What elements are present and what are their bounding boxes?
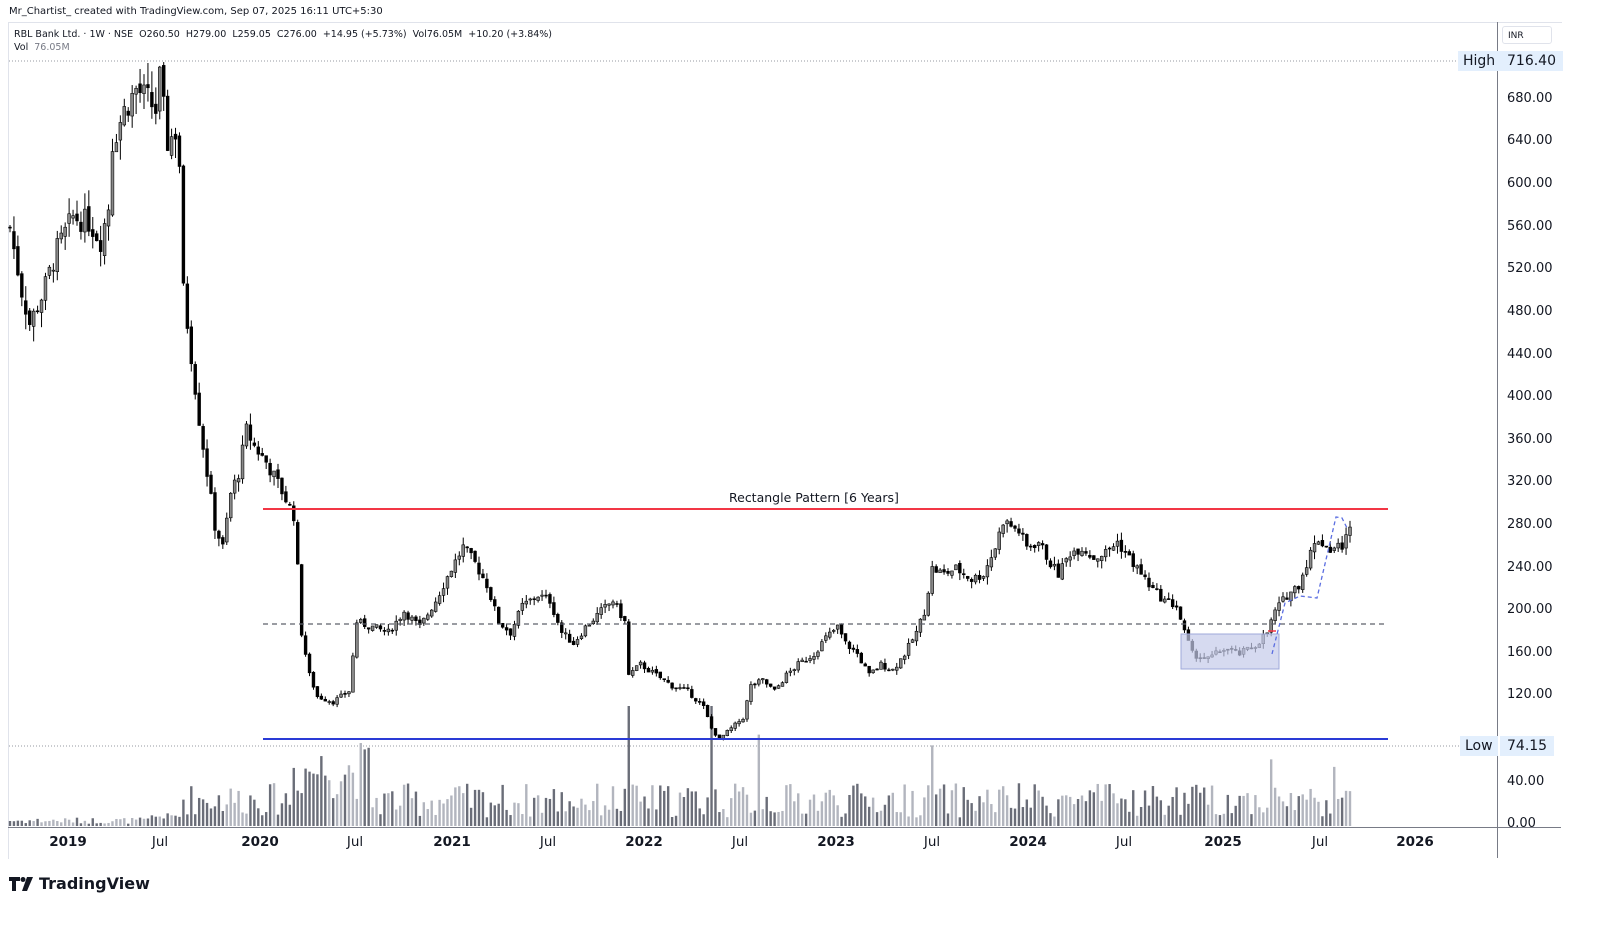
volume-bars xyxy=(8,706,1352,826)
tradingview-logo[interactable]: TradingView xyxy=(9,874,150,893)
currency-button[interactable]: INR xyxy=(1502,26,1552,44)
time-tick: Jul xyxy=(539,834,557,850)
time-tick: 2026 xyxy=(1396,834,1434,850)
price-tick: 560.00 xyxy=(1507,218,1553,234)
price-axis-border xyxy=(1497,22,1498,858)
legend-volume: Vol76.05M xyxy=(412,29,463,40)
price-tick: 0.00 xyxy=(1507,816,1536,831)
time-tick: 2021 xyxy=(433,834,471,850)
time-tick: 2024 xyxy=(1009,834,1047,850)
symbol-legend: RBL Bank Ltd. · 1W · NSE O260.50 H279.00… xyxy=(14,28,552,54)
price-tick: 440.00 xyxy=(1507,346,1553,362)
chart-frame xyxy=(8,22,1562,859)
time-tick: 2023 xyxy=(817,834,855,850)
volume-row-label: Vol xyxy=(14,42,29,53)
time-tick: Jul xyxy=(923,834,941,850)
time-tick: 2022 xyxy=(625,834,663,850)
price-tick: 360.00 xyxy=(1507,431,1553,447)
tradingview-logo-icon xyxy=(9,876,33,891)
price-tick: 600.00 xyxy=(1507,176,1553,192)
legend-change: +14.95 (+5.73%) xyxy=(322,29,407,40)
legend-low: L259.05 xyxy=(232,29,271,40)
high-price-badge: 716.40 xyxy=(1500,51,1563,71)
price-tick: 160.00 xyxy=(1507,644,1553,660)
high-label-badge: High xyxy=(1458,51,1501,71)
legend-volume-change: +10.20 (+3.84%) xyxy=(468,29,553,40)
candlesticks xyxy=(8,62,1352,741)
time-tick: Jul xyxy=(731,834,749,850)
volume-row-value: 76.05M xyxy=(34,42,70,53)
price-tick: 520.00 xyxy=(1507,261,1553,277)
time-tick: Jul xyxy=(1311,834,1329,850)
price-tick: 320.00 xyxy=(1507,474,1553,490)
price-tick: 640.00 xyxy=(1507,133,1553,149)
legend-open: O260.50 xyxy=(139,29,180,40)
rectangle-pattern-label[interactable]: Rectangle Pattern [6 Years] xyxy=(729,490,899,505)
low-price-badge: 74.15 xyxy=(1500,736,1555,756)
chart-credit: Mr_Chartist_ created with TradingView.co… xyxy=(9,6,383,17)
time-tick: 2020 xyxy=(241,834,279,850)
time-axis-border xyxy=(8,827,1561,828)
price-tick: 240.00 xyxy=(1507,559,1553,575)
low-label-badge: Low xyxy=(1460,736,1498,756)
price-tick: 280.00 xyxy=(1507,516,1553,532)
time-tick: 2025 xyxy=(1204,834,1242,850)
tradingview-logo-text: TradingView xyxy=(39,874,150,893)
price-tick: 40.00 xyxy=(1507,774,1545,789)
legend-symbol: RBL Bank Ltd. · 1W · NSE xyxy=(14,29,134,40)
accumulation-box[interactable] xyxy=(1180,633,1280,670)
price-tick: 200.00 xyxy=(1507,602,1553,618)
price-tick: 120.00 xyxy=(1507,687,1553,703)
time-tick: Jul xyxy=(346,834,364,850)
legend-high: H279.00 xyxy=(185,29,227,40)
price-tick: 400.00 xyxy=(1507,389,1553,405)
time-tick: Jul xyxy=(151,834,169,850)
price-tick: 680.00 xyxy=(1507,90,1553,106)
time-tick: 2019 xyxy=(49,834,87,850)
price-tick: 480.00 xyxy=(1507,303,1553,319)
projection-path[interactable] xyxy=(1271,516,1349,655)
time-tick: Jul xyxy=(1115,834,1133,850)
legend-close: C276.00 xyxy=(276,29,317,40)
